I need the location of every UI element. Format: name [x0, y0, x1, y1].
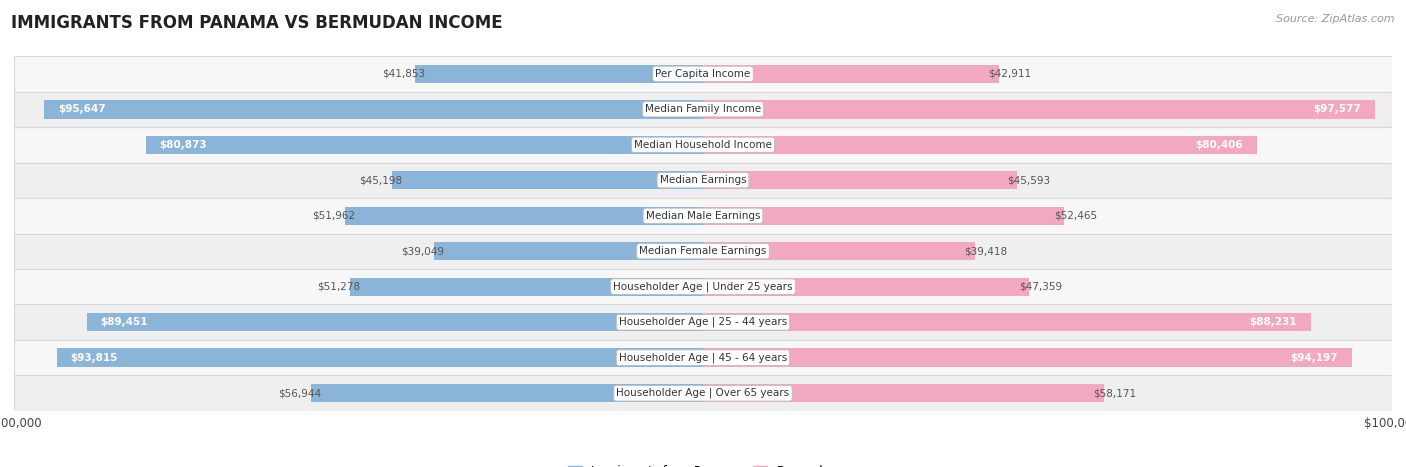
Text: $42,911: $42,911: [988, 69, 1032, 79]
Bar: [14, 92, 1392, 127]
Text: $51,962: $51,962: [312, 211, 356, 221]
Bar: [703, 242, 974, 261]
Text: Median Female Earnings: Median Female Earnings: [640, 246, 766, 256]
Bar: [344, 206, 703, 225]
Bar: [14, 375, 1392, 411]
Text: $52,465: $52,465: [1054, 211, 1097, 221]
Bar: [87, 313, 703, 332]
Bar: [703, 206, 1064, 225]
Text: Median Household Income: Median Household Income: [634, 140, 772, 150]
Text: Householder Age | Over 65 years: Householder Age | Over 65 years: [616, 388, 790, 398]
Bar: [703, 384, 1104, 403]
Bar: [14, 56, 1392, 92]
Text: $97,577: $97,577: [1313, 104, 1361, 114]
Legend: Immigrants from Panama, Bermudan: Immigrants from Panama, Bermudan: [562, 460, 844, 467]
Text: Per Capita Income: Per Capita Income: [655, 69, 751, 79]
Text: $56,944: $56,944: [278, 388, 321, 398]
Text: $88,231: $88,231: [1250, 317, 1298, 327]
Text: Median Male Earnings: Median Male Earnings: [645, 211, 761, 221]
Bar: [703, 348, 1353, 367]
Bar: [146, 135, 703, 154]
Text: $89,451: $89,451: [100, 317, 148, 327]
Bar: [434, 242, 703, 261]
Bar: [350, 277, 703, 296]
Text: $94,197: $94,197: [1291, 353, 1339, 363]
Text: Source: ZipAtlas.com: Source: ZipAtlas.com: [1277, 14, 1395, 24]
Bar: [392, 171, 703, 190]
Bar: [703, 135, 1257, 154]
Text: $80,873: $80,873: [160, 140, 207, 150]
Text: $45,198: $45,198: [359, 175, 402, 185]
Bar: [703, 313, 1310, 332]
Text: $45,593: $45,593: [1007, 175, 1050, 185]
Bar: [14, 127, 1392, 163]
Text: $80,406: $80,406: [1195, 140, 1243, 150]
Bar: [56, 348, 703, 367]
Text: Median Family Income: Median Family Income: [645, 104, 761, 114]
Text: $41,853: $41,853: [382, 69, 425, 79]
Text: $47,359: $47,359: [1019, 282, 1062, 292]
Bar: [703, 100, 1375, 119]
Text: $93,815: $93,815: [70, 353, 118, 363]
Text: $39,418: $39,418: [965, 246, 1007, 256]
Bar: [703, 64, 998, 83]
Text: $51,278: $51,278: [316, 282, 360, 292]
Bar: [14, 198, 1392, 234]
Text: Householder Age | 25 - 44 years: Householder Age | 25 - 44 years: [619, 317, 787, 327]
Bar: [14, 269, 1392, 304]
Text: Householder Age | 45 - 64 years: Householder Age | 45 - 64 years: [619, 353, 787, 363]
Bar: [703, 277, 1029, 296]
Bar: [14, 304, 1392, 340]
Text: $39,049: $39,049: [401, 246, 444, 256]
Bar: [14, 234, 1392, 269]
Bar: [415, 64, 703, 83]
Bar: [14, 163, 1392, 198]
Text: $58,171: $58,171: [1094, 388, 1136, 398]
Bar: [703, 171, 1017, 190]
Bar: [311, 384, 703, 403]
Text: Median Earnings: Median Earnings: [659, 175, 747, 185]
Text: $95,647: $95,647: [58, 104, 105, 114]
Bar: [44, 100, 703, 119]
Bar: [14, 340, 1392, 375]
Text: Householder Age | Under 25 years: Householder Age | Under 25 years: [613, 282, 793, 292]
Text: IMMIGRANTS FROM PANAMA VS BERMUDAN INCOME: IMMIGRANTS FROM PANAMA VS BERMUDAN INCOM…: [11, 14, 503, 32]
